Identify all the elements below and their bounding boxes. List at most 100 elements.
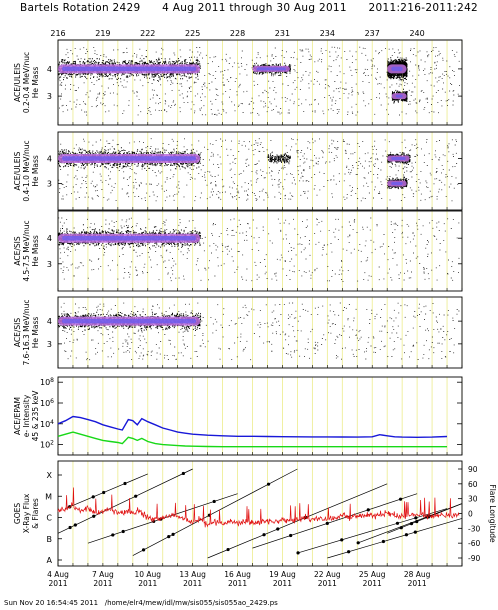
flare-marker [347,550,351,554]
flare-marker [289,533,293,538]
right-axis-label: Flare Longitude [488,484,497,543]
y-axis-label: 0.2-0.4 MeV/nuc [22,52,31,113]
panel-4 [57,296,463,369]
x-axis-date-label: 4 Aug [47,570,69,579]
y-tick-label: 4 [47,234,52,243]
flare-marker [325,521,329,525]
flare-marker [171,532,175,536]
xray-class-label: B [47,535,53,544]
y-axis-label: ACE/SIS [13,318,22,347]
top-axis-tick-label: 222 [140,29,155,38]
y-tick-label: 108 [40,377,54,387]
y-tick-label: 106 [40,398,54,408]
top-axis-tick-label: 216 [50,29,65,38]
flare-marker [212,499,216,504]
panel-frame [57,39,463,126]
y-axis-label: X-Ray Flux [22,493,31,533]
xray-class-label: X [47,471,53,480]
top-axis-tick-label: 237 [365,29,380,38]
y-axis-label: 7.6-16.3 MeV/nuc [22,299,31,365]
y-axis-label: GOES [13,503,22,524]
x-axis-year-label: 2011 [273,579,292,588]
flare-marker [276,527,280,531]
x-axis-date-label: 19 Aug [269,570,296,579]
title-range: 4 Aug 2011 through 30 Aug 2011 [162,2,347,14]
density-band-core [395,94,403,98]
panel-frame [57,210,463,292]
y-tick-label: 102 [40,440,54,450]
x-axis-date-label: 13 Aug [179,570,206,579]
flare-marker [415,519,419,524]
flare-marker [167,535,171,539]
longitude-tick-label: 0 [468,510,473,519]
y-tick-label: 3 [47,179,52,188]
density-band-core [391,157,406,161]
flare-marker [381,539,386,544]
xray-flux-line [57,487,460,528]
panel-2 [57,131,463,211]
flare-marker [68,525,72,530]
flare-marker [181,471,185,476]
y-axis-label: 0.4-1.0 MeV/nuc [22,140,31,201]
flare-track-line [297,508,448,554]
x-axis-date-label: 10 Aug [134,570,161,579]
x-axis-year-label: 2011 [363,579,382,588]
flare-marker [409,522,414,526]
longitude-tick-label: -60 [468,539,480,548]
x-axis-date-label: 7 Aug [92,570,114,579]
longitude-tick-label: -90 [468,554,480,563]
footer: Sun Nov 20 16:54:45 2011 /home/elr4/mew/… [4,599,278,607]
title-rotation: Bartels Rotation 2429 [19,2,141,14]
y-axis-label: He Mass [31,155,40,187]
flare-marker [340,538,344,542]
x-axis-date-label: 22 Aug [314,570,341,579]
epam-series-line [57,431,447,448]
flare-marker [102,490,106,495]
epam-series-line [57,415,448,439]
panel-frame [57,296,463,369]
flare-marker [356,541,360,545]
y-axis-label: 4.5-7.5 MeV/nuc [22,220,31,281]
flare-marker [395,521,400,525]
flare-marker [366,508,370,512]
y-axis-label: ACE/SIS [13,236,22,265]
flare-track-line [132,468,298,556]
y-tick-label: 4 [47,317,52,326]
x-axis-year-label: 2011 [408,579,427,588]
y-axis-label: He Mass [31,317,40,349]
flare-marker [91,495,95,499]
longitude-tick-label: 30 [468,495,478,504]
density-band-core [62,156,197,161]
flare-marker [141,548,146,552]
flare-marker [67,505,71,509]
title-doy: 2011:216-2011:242 [368,2,479,14]
page-title: Bartels Rotation 2429 4 Aug 2011 through… [0,2,498,14]
flare-marker [414,516,418,520]
flare-marker [296,551,300,555]
flare-marker [226,547,230,552]
xray-class-label: M [45,492,52,501]
top-axis-tick-label: 234 [320,29,335,38]
flare-marker [92,514,96,518]
x-axis-year-label: 2011 [138,579,157,588]
flare-marker [404,533,409,537]
footer-path: /home/elr4/mew/idl/mw/sis055/sis055ao_24… [104,599,278,607]
y-axis-label: He Mass [31,67,40,99]
y-tick-label: 3 [47,260,52,269]
density-band-core [391,181,403,185]
sparse-event-points [58,217,460,282]
panel-frame [57,131,463,211]
flare-marker [73,523,77,527]
y-axis-label: ACE/EPAM [13,397,22,435]
flare-track-line [252,493,418,549]
y-tick-label: 4 [47,155,52,164]
flare-marker [262,533,266,537]
flare-marker [134,494,138,498]
longitude-tick-label: 90 [468,465,478,474]
sparse-event-points [58,302,460,361]
flare-marker [399,526,403,530]
flare-track-line [387,503,463,534]
y-axis-label: ACE/ULEIS [13,151,22,190]
flare-track-line [207,483,388,559]
